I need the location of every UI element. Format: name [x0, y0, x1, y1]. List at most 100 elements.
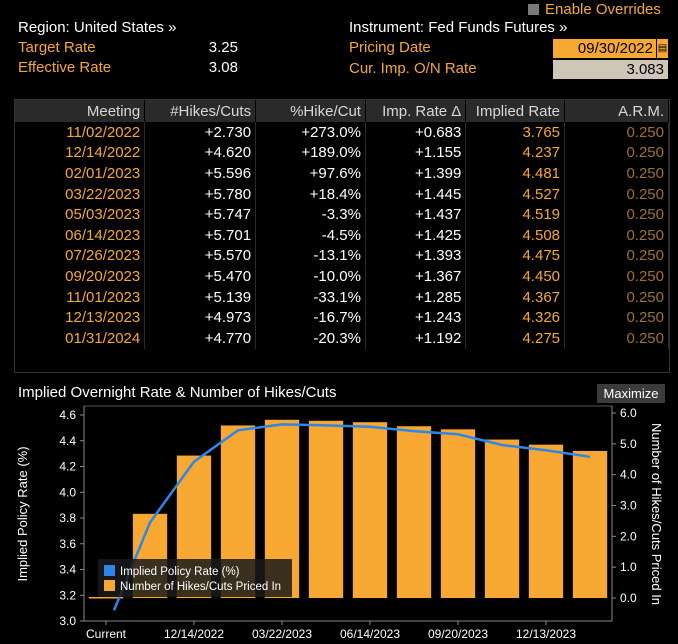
- bar: [308, 420, 344, 598]
- x-tick-label: 03/22/2023: [252, 627, 312, 641]
- table-row[interactable]: 11/02/2022 +2.730 +273.0% +0.683 3.765 0.250: [15, 122, 669, 143]
- y-tick-label: 3.2: [59, 588, 76, 602]
- implied-rate-value: 4.475: [465, 245, 566, 267]
- y-tick-label: 3.6: [59, 537, 76, 551]
- column-header-arm[interactable]: A.R.M.: [564, 100, 669, 122]
- y-tick-label: 3.8: [59, 511, 76, 525]
- imp-rate-delta-value: +1.192: [365, 327, 467, 349]
- implied-rate-value: 4.519: [465, 204, 566, 225]
- column-header-implied-rate[interactable]: Implied Rate: [465, 100, 566, 122]
- table-row[interactable]: 02/01/2023 +5.596 +97.6% +1.399 4.481 0.250: [15, 163, 669, 184]
- implied-rate-value: 4.367: [465, 286, 566, 308]
- rate-summary: Region: United States » Target Rate 3.25…: [18, 18, 238, 78]
- column-header-meeting[interactable]: Meeting: [15, 100, 146, 122]
- y-axis-label: Implied Policy Rate (%): [15, 446, 30, 581]
- meeting-date: 03/22/2023: [15, 183, 146, 205]
- table-row[interactable]: 01/31/2024 +4.770 -20.3% +1.192 4.275 0.250: [15, 327, 669, 349]
- checkbox-icon[interactable]: [528, 4, 539, 15]
- cur-imp-rate-field[interactable]: 3.083: [553, 60, 668, 79]
- pct-hike-cut-value: +189.0%: [255, 142, 366, 164]
- x-tick-label: 12/13/2023: [516, 627, 576, 641]
- meeting-date: 05/03/2023: [15, 204, 146, 225]
- instrument-selector[interactable]: Instrument: Fed Funds Futures »: [349, 19, 568, 36]
- implied-rate-value: 4.237: [465, 142, 566, 164]
- implied-rate-value: 3.765: [465, 122, 566, 143]
- y-tick-label: 3.0: [59, 614, 76, 628]
- imp-rate-delta-value: +1.285: [365, 286, 467, 308]
- meeting-date: 01/31/2024: [15, 327, 146, 349]
- hikes-cuts-value: +5.596: [144, 163, 257, 184]
- x-tick-label: 06/14/2023: [340, 627, 400, 641]
- table-row[interactable]: 12/13/2023 +4.973 -16.7% +1.243 4.326 0.250: [15, 307, 669, 328]
- y2-tick-label: 1.0: [620, 560, 637, 574]
- pct-hike-cut-value: +97.6%: [255, 163, 366, 184]
- meeting-date: 09/20/2023: [15, 266, 146, 287]
- bar: [528, 444, 564, 598]
- maximize-button[interactable]: Maximize: [597, 384, 665, 403]
- y2-tick-label: 3.0: [620, 499, 637, 513]
- y2-tick-label: 6.0: [620, 406, 637, 420]
- implied-rate-value: 4.275: [465, 327, 566, 349]
- implied-rate-value: 4.527: [465, 183, 566, 205]
- target-rate-label: Target Rate: [18, 39, 96, 56]
- hikes-cuts-value: +5.139: [144, 286, 257, 308]
- region-selector[interactable]: Region: United States »: [18, 19, 177, 36]
- hikes-cuts-value: +5.701: [144, 224, 257, 246]
- table-row[interactable]: 06/14/2023 +5.701 -4.5% +1.425 4.508 0.250: [15, 224, 669, 246]
- arm-value: 0.250: [564, 327, 669, 349]
- imp-rate-delta-value: +1.425: [365, 224, 467, 246]
- hikes-cuts-value: +5.470: [144, 266, 257, 287]
- table-row[interactable]: 11/01/2023 +5.139 -33.1% +1.285 4.367 0.250: [15, 286, 669, 308]
- y-tick-label: 4.4: [59, 434, 76, 448]
- column-header-pct-hike-cut[interactable]: %Hike/Cut: [255, 100, 366, 122]
- bar: [88, 597, 124, 599]
- column-header-imp-rate-delta[interactable]: Imp. Rate Δ: [365, 100, 467, 122]
- meeting-date: 02/01/2023: [15, 163, 146, 184]
- table-row[interactable]: 12/14/2022 +4.620 +189.0% +1.155 4.237 0.250: [15, 142, 669, 164]
- target-rate-value: 3.25: [208, 39, 238, 56]
- enable-overrides-toggle[interactable]: Enable Overrides: [528, 1, 661, 18]
- hikes-cuts-value: +4.770: [144, 327, 257, 349]
- calendar-icon[interactable]: ▤: [656, 39, 668, 58]
- imp-rate-delta-value: +1.367: [365, 266, 467, 287]
- arm-value: 0.250: [564, 307, 669, 328]
- legend-swatch-bar: [104, 580, 115, 591]
- arm-value: 0.250: [564, 183, 669, 205]
- meeting-date: 11/02/2022: [15, 122, 146, 143]
- imp-rate-delta-value: +1.155: [365, 142, 467, 164]
- legend-label-line: Implied Policy Rate (%): [120, 566, 240, 578]
- enable-overrides-label: Enable Overrides: [545, 1, 661, 18]
- table-row[interactable]: 09/20/2023 +5.470 -10.0% +1.367 4.450 0.250: [15, 266, 669, 287]
- pricing-date-label: Pricing Date: [349, 39, 431, 56]
- arm-value: 0.250: [564, 286, 669, 308]
- bar: [484, 439, 520, 598]
- implied-rate-value: 4.326: [465, 307, 566, 328]
- pct-hike-cut-value: -13.1%: [255, 245, 366, 267]
- pct-hike-cut-value: +273.0%: [255, 122, 366, 143]
- pct-hike-cut-value: +18.4%: [255, 183, 366, 205]
- arm-value: 0.250: [564, 142, 669, 164]
- y2-tick-label: 0.0: [620, 591, 637, 605]
- arm-value: 0.250: [564, 204, 669, 225]
- bar: [396, 426, 432, 598]
- implied-rate-value: 4.481: [465, 163, 566, 184]
- bar: [352, 422, 388, 598]
- meetings-table: Meeting #Hikes/Cuts %Hike/Cut Imp. Rate …: [14, 99, 670, 373]
- table-row[interactable]: 07/26/2023 +5.570 -13.1% +1.393 4.475 0.250: [15, 245, 669, 267]
- hikes-cuts-value: +4.620: [144, 142, 257, 164]
- y2-tick-label: 5.0: [620, 437, 637, 451]
- arm-value: 0.250: [564, 245, 669, 267]
- meeting-date: 07/26/2023: [15, 245, 146, 267]
- y-tick-label: 4.2: [59, 460, 76, 474]
- pricing-date-input[interactable]: 09/30/2022: [553, 39, 656, 58]
- column-header-hikes-cuts[interactable]: #Hikes/Cuts: [144, 100, 257, 122]
- table-row[interactable]: 05/03/2023 +5.747 -3.3% +1.437 4.519 0.250: [15, 204, 669, 225]
- bar: [572, 450, 608, 598]
- imp-rate-delta-value: +0.683: [365, 122, 467, 143]
- table-row[interactable]: 03/22/2023 +5.780 +18.4% +1.445 4.527 0.250: [15, 183, 669, 205]
- table-header-row: Meeting #Hikes/Cuts %Hike/Cut Imp. Rate …: [15, 100, 669, 122]
- implied-rate-value: 4.508: [465, 224, 566, 246]
- hikes-cuts-value: +5.747: [144, 204, 257, 225]
- pct-hike-cut-value: -16.7%: [255, 307, 366, 328]
- hikes-cuts-value: +2.730: [144, 122, 257, 143]
